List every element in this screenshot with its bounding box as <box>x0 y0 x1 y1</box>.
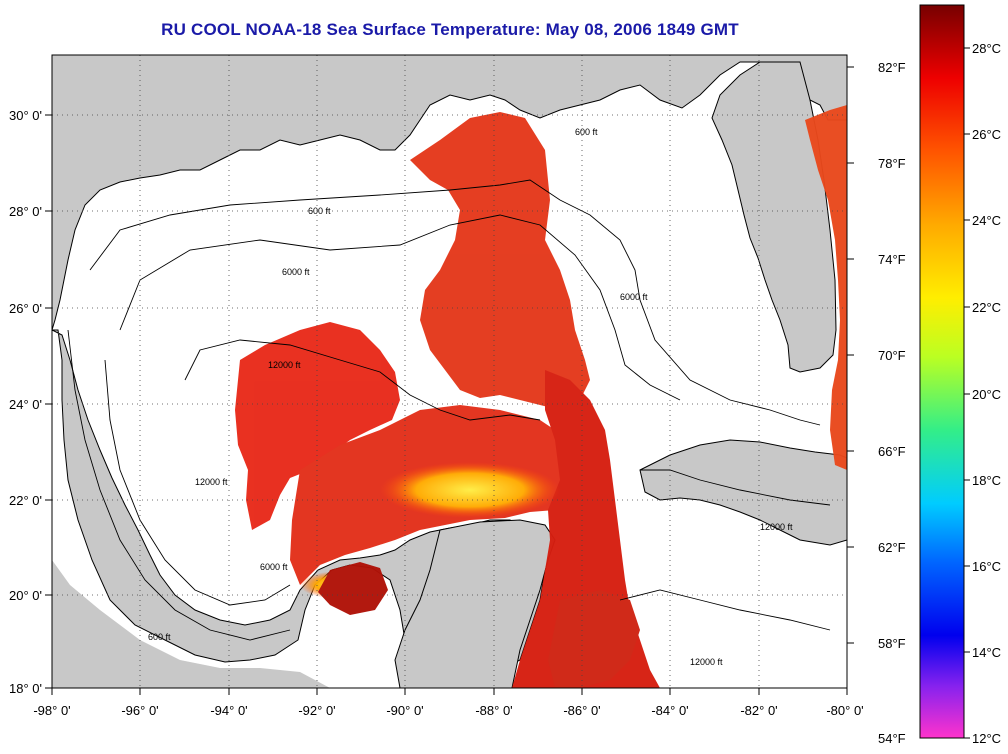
map-frame <box>51 54 848 689</box>
contour-600ft <box>89 179 821 426</box>
lat-label: 30° 0' <box>9 108 42 123</box>
contour-6000ft-mexico <box>104 359 291 606</box>
lat-label: 20° 0' <box>9 588 42 603</box>
southwest-land <box>52 560 330 688</box>
colorbar-ticks <box>964 47 970 739</box>
sst-patch-southeast <box>548 590 640 688</box>
sst-patch-north <box>410 112 590 410</box>
lon-label: -98° 0' <box>33 703 70 718</box>
celsius-label: 16°C <box>972 559 1001 574</box>
bathymetry-contours <box>67 179 831 641</box>
contour-6000ft <box>119 214 681 401</box>
lat-label: 18° 0' <box>9 681 42 696</box>
lat-label: 24° 0' <box>9 397 42 412</box>
contour-labels: 600 ft 6000 ft 12000 ft 600 ft 6000 ft 1… <box>148 127 793 667</box>
lat-label: 26° 0' <box>9 301 42 316</box>
fahrenheit-label: 54°F <box>878 731 906 746</box>
colorbar <box>919 4 965 739</box>
celsius-label: 12°C <box>972 731 1001 746</box>
contour-600ft-mexico <box>67 329 291 641</box>
lon-label: -80° 0' <box>826 703 863 718</box>
sst-patch-florida-east <box>805 105 847 470</box>
lon-label: -94° 0' <box>210 703 247 718</box>
cuba-land <box>639 439 847 546</box>
fahrenheit-label: 82°F <box>878 60 906 75</box>
contour-label-6000ft-south: 6000 ft <box>260 562 288 572</box>
fahrenheit-label: 58°F <box>878 636 906 651</box>
celsius-label: 24°C <box>972 213 1001 228</box>
lon-label: -84° 0' <box>651 703 688 718</box>
lat-label: 22° 0' <box>9 493 42 508</box>
contour-label-6000ft-east: 6000 ft <box>620 292 648 302</box>
longitude-labels: -98° 0' -96° 0' -94° 0' -92° 0' -90° 0' … <box>33 703 863 718</box>
contour-label-12000ft-cuba: 12000 ft <box>760 522 793 532</box>
lon-label: -88° 0' <box>475 703 512 718</box>
celsius-label: 14°C <box>972 645 1001 660</box>
lon-label: -96° 0' <box>121 703 158 718</box>
sst-data-layer <box>235 105 847 688</box>
celsius-label: 20°C <box>972 387 1001 402</box>
fahrenheit-label: 78°F <box>878 156 906 171</box>
celsius-label: 18°C <box>972 473 1001 488</box>
sst-patch-campeche <box>318 562 388 615</box>
map-title: RU COOL NOAA-18 Sea Surface Temperature:… <box>161 20 739 39</box>
lon-label: -92° 0' <box>298 703 335 718</box>
celsius-label: 28°C <box>972 41 1001 56</box>
sst-warm-plume <box>380 462 560 518</box>
contour-12000ft <box>184 339 541 421</box>
contour-label-12000ft-west: 12000 ft <box>195 477 228 487</box>
fahrenheit-label: 70°F <box>878 348 906 363</box>
lon-label: -86° 0' <box>563 703 600 718</box>
fahrenheit-label: 74°F <box>878 252 906 267</box>
axis-ticks <box>45 66 854 695</box>
lon-label: -90° 0' <box>386 703 423 718</box>
contour-label-12000ft: 12000 ft <box>268 360 301 370</box>
contour-label-600ft: 600 ft <box>308 206 331 216</box>
contour-label-600ft-south: 600 ft <box>148 632 171 642</box>
graticule <box>52 55 847 688</box>
contour-cuba-deep <box>640 469 831 506</box>
sst-patch-west <box>235 322 400 530</box>
fahrenheit-label: 62°F <box>878 540 906 555</box>
lat-label: 28° 0' <box>9 204 42 219</box>
latitude-labels: 18° 0' 20° 0' 22° 0' 24° 0' 26° 0' 28° 0… <box>9 108 42 696</box>
contour-label-6000ft: 6000 ft <box>282 267 310 277</box>
fahrenheit-labels: 82°F 78°F 74°F 70°F 66°F 62°F 58°F 54°F <box>878 60 906 746</box>
fahrenheit-label: 66°F <box>878 444 906 459</box>
yucatan-peninsula-land <box>394 519 556 688</box>
us-gulf-coast-land <box>52 55 847 331</box>
celsius-label: 22°C <box>972 300 1001 315</box>
celsius-labels: 28°C 26°C 24°C 22°C 20°C 18°C 16°C 14°C … <box>972 41 1001 746</box>
contour-label-600ft-north: 600 ft <box>575 127 598 137</box>
celsius-label: 26°C <box>972 127 1001 142</box>
contour-label-12000ft-caribbean: 12000 ft <box>690 657 723 667</box>
lon-label: -82° 0' <box>740 703 777 718</box>
contour-caribbean <box>619 589 831 631</box>
